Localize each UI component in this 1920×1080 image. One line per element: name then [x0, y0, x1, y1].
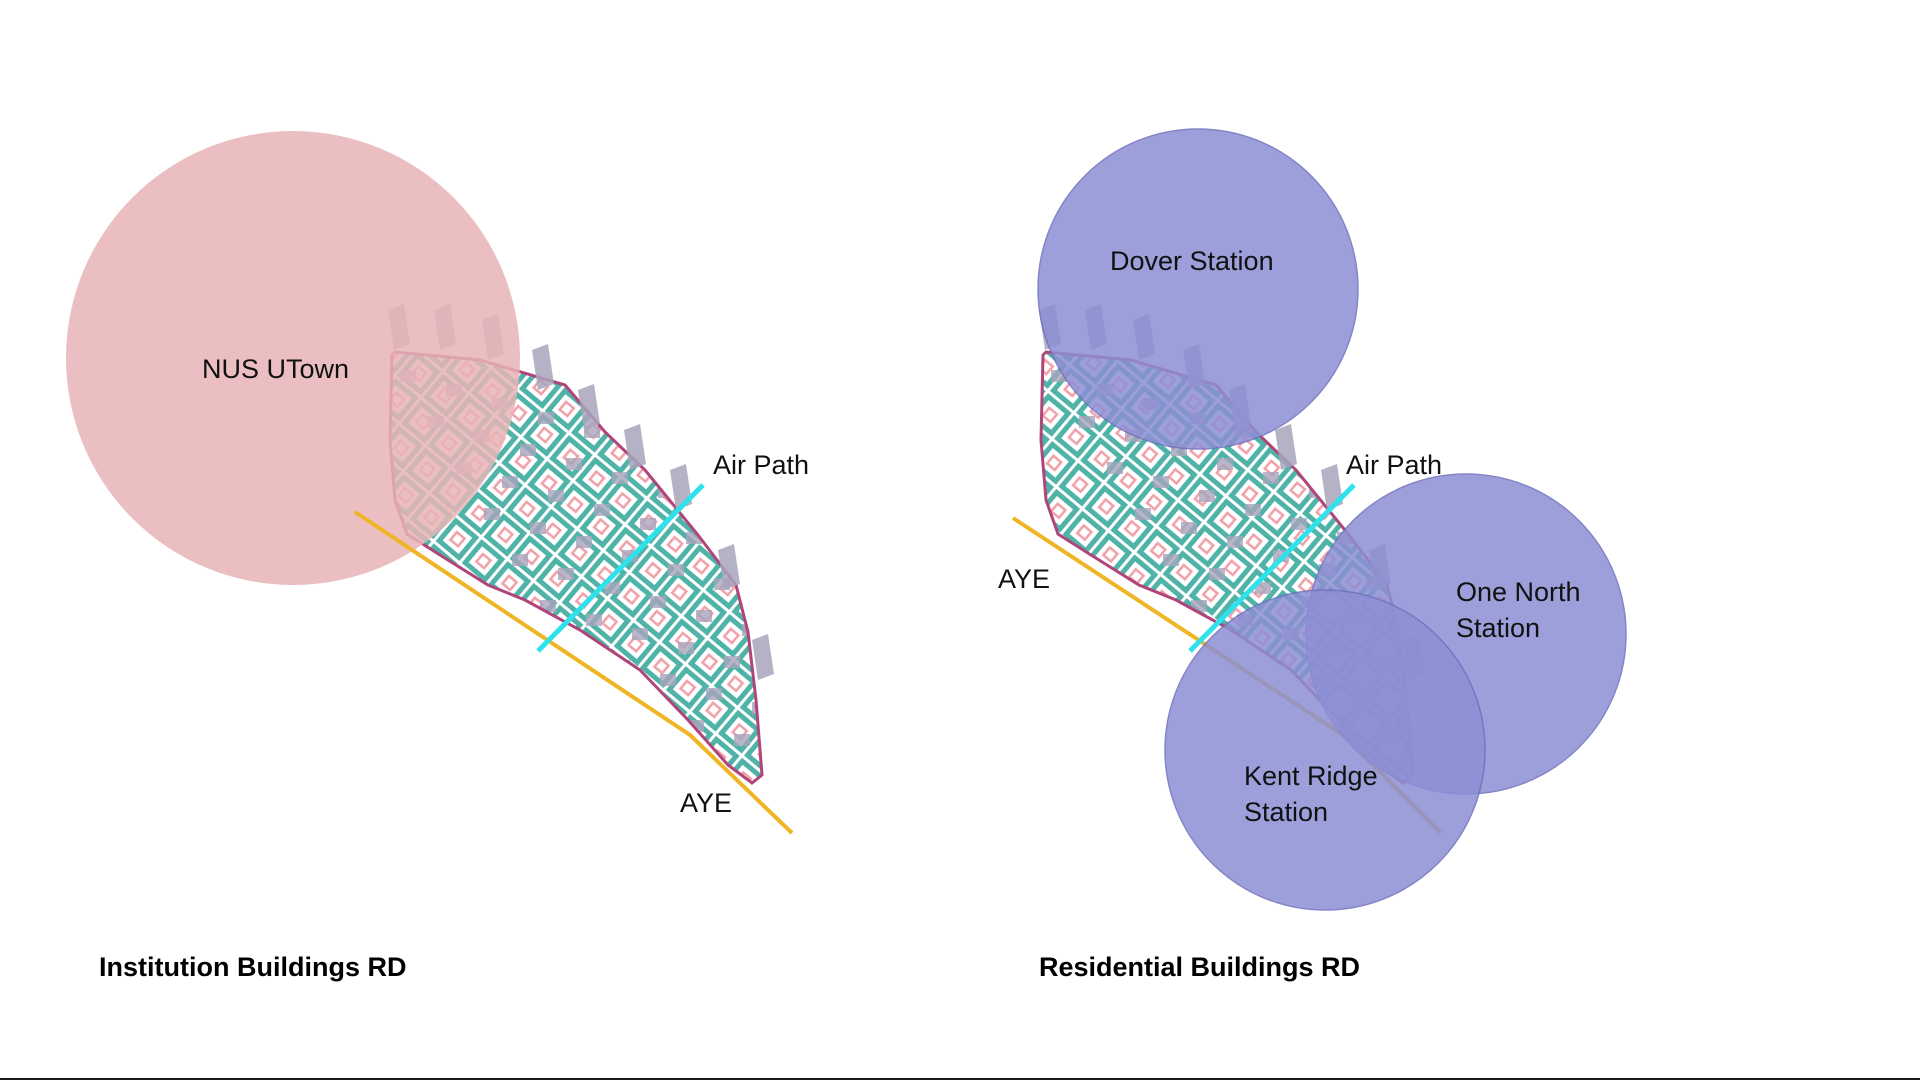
building-footprint [808, 794, 824, 806]
building-tower [624, 424, 646, 470]
left-panel: NUS UTown Air Path AYE Institution Build… [66, 131, 916, 982]
building-footprint [530, 522, 546, 534]
kent-ridge-label-line1: Kent Ridge [1244, 761, 1378, 791]
nus-utown-label: NUS UTown [202, 354, 349, 384]
residential-caption: Residential Buildings RD [1039, 952, 1360, 982]
building-footprint [604, 582, 620, 594]
building-footprint [594, 504, 610, 516]
building-footprint [1199, 490, 1215, 502]
building-footprint [586, 614, 602, 626]
one-north-label-line1: One North [1456, 577, 1581, 607]
building-footprint [1327, 454, 1343, 466]
building-footprint [624, 738, 640, 750]
building-footprint [538, 412, 554, 424]
building-footprint [1245, 504, 1261, 516]
building-footprint [788, 638, 804, 650]
building-footprint [872, 776, 888, 788]
building-footprint [1263, 472, 1279, 484]
building-footprint [1079, 416, 1095, 428]
building-footprint [854, 808, 870, 820]
building-footprint [596, 692, 612, 704]
building-footprint [612, 472, 628, 484]
building-footprint [1107, 462, 1123, 474]
building-footprint [742, 624, 758, 636]
building-footprint [558, 568, 574, 580]
kent-ridge-label-line2: Station [1244, 797, 1328, 827]
one-north-label-line2: Station [1456, 613, 1540, 643]
building-footprint [520, 444, 536, 456]
kent-ridge-station-zone [1164, 589, 1486, 911]
building-footprint [676, 454, 692, 466]
aye-label: AYE [680, 788, 732, 818]
building-tower [578, 384, 600, 430]
building-footprint [650, 596, 666, 608]
building-footprint [1505, 808, 1521, 820]
building-footprint [724, 656, 740, 668]
building-footprint [900, 822, 916, 834]
building-footprint [502, 476, 518, 488]
building-tower [532, 344, 554, 390]
institution-caption: Institution Buildings RD [99, 952, 406, 982]
aye-label: AYE [998, 564, 1050, 594]
building-footprint [640, 518, 656, 530]
dover-station-zone [1037, 128, 1359, 450]
building-footprint [632, 628, 648, 640]
air-path-label: Air Path [1346, 450, 1442, 480]
building-footprint [816, 684, 832, 696]
building-footprint [1209, 568, 1225, 580]
right-panel: Dover Station One North Station Kent Rid… [998, 128, 1627, 982]
building-footprint [706, 688, 722, 700]
building-footprint [762, 780, 778, 792]
dover-station-label: Dover Station [1110, 246, 1274, 276]
building-footprint [1227, 536, 1243, 548]
building-tower [1275, 424, 1297, 470]
building-footprint [584, 426, 600, 438]
building-footprint [696, 610, 712, 622]
building-footprint [752, 702, 762, 714]
building-tower [718, 544, 740, 590]
nus-utown-zone [66, 131, 520, 585]
building-footprint [670, 752, 686, 764]
building-footprint [734, 734, 750, 746]
building-footprint [844, 730, 860, 742]
building-footprint [1217, 458, 1233, 470]
building-footprint [826, 762, 842, 774]
building-footprint [576, 536, 592, 548]
air-path-line [536, 483, 705, 653]
building-footprint [512, 554, 528, 566]
building-footprint [780, 748, 796, 760]
building-footprint [1163, 554, 1179, 566]
building-footprint [1291, 518, 1307, 530]
bottom-rule [0, 1078, 1920, 1080]
building-footprint [1153, 476, 1169, 488]
building-footprint [678, 642, 694, 654]
aye-expressway-line [353, 510, 794, 835]
building-footprint [1551, 822, 1567, 834]
building-footprint [1135, 508, 1151, 520]
air-path-line [1188, 483, 1356, 653]
building-footprint [1255, 582, 1271, 594]
building-footprint [798, 716, 814, 728]
building-footprint [484, 508, 500, 520]
building-footprint [760, 592, 762, 604]
building-footprint [660, 674, 676, 686]
building-footprint [566, 458, 582, 470]
building-footprint [548, 490, 564, 502]
building-footprint [1181, 522, 1197, 534]
air-path-label: Air Path [713, 450, 809, 480]
building-footprint [704, 500, 720, 512]
building-tower [752, 634, 774, 680]
building-footprint [668, 564, 684, 576]
